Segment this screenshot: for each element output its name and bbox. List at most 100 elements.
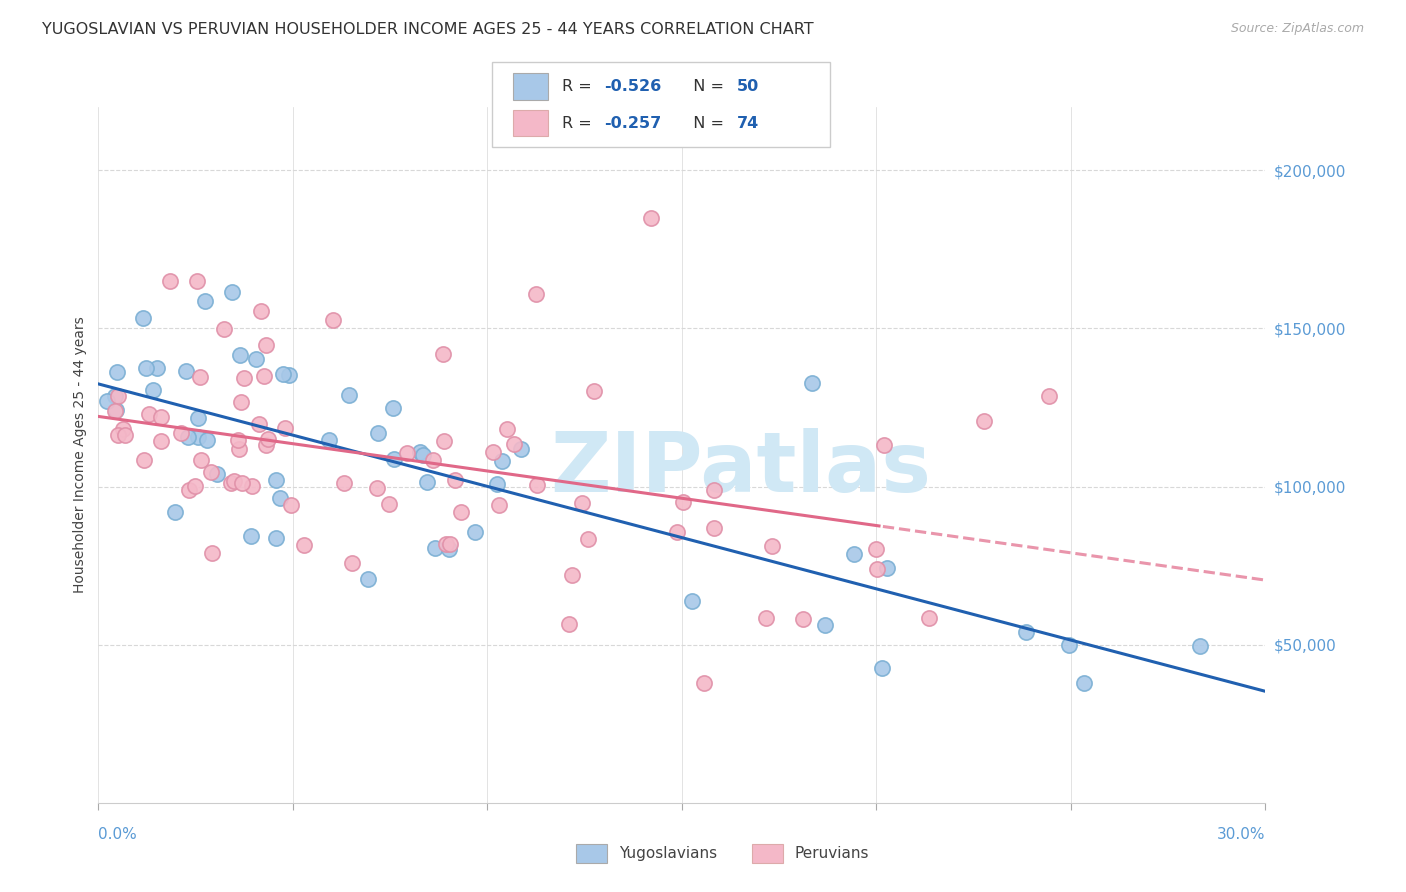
Point: [333, 475, 356, 490]
Text: ZIPatlas: ZIPatlas: [550, 428, 931, 509]
Point: [170, 426, 193, 441]
Point: [240, 478, 263, 492]
Point: [264, 531, 287, 545]
Point: [693, 675, 716, 690]
Point: [107, 388, 129, 402]
Point: [495, 422, 517, 436]
Point: [195, 433, 218, 447]
Point: [150, 409, 173, 424]
Point: [186, 274, 208, 288]
Point: [105, 403, 128, 417]
Point: [844, 547, 866, 561]
Point: [231, 475, 253, 490]
Point: [917, 611, 939, 625]
Text: -0.257: -0.257: [605, 116, 662, 130]
Point: [488, 498, 510, 512]
Point: [703, 483, 725, 497]
Point: [340, 556, 363, 570]
Point: [229, 395, 252, 409]
Point: [1188, 639, 1211, 653]
Point: [257, 433, 280, 447]
Text: 30.0%: 30.0%: [1218, 827, 1265, 841]
Point: [187, 430, 209, 444]
Point: [1073, 675, 1095, 690]
Point: [432, 347, 454, 361]
Point: [1057, 638, 1080, 652]
Point: [439, 537, 461, 551]
Point: [105, 366, 128, 380]
Point: [561, 568, 583, 582]
Point: [229, 348, 252, 362]
Text: N =: N =: [683, 79, 730, 94]
Point: [114, 428, 136, 442]
Point: [425, 541, 447, 556]
Point: [526, 477, 548, 491]
Point: [111, 422, 134, 436]
Point: [801, 376, 824, 390]
Point: [640, 211, 662, 225]
Point: [103, 404, 125, 418]
Point: [866, 562, 889, 576]
Point: [264, 473, 287, 487]
Point: [491, 454, 513, 468]
Point: [486, 477, 509, 491]
Point: [253, 368, 276, 383]
Point: [876, 561, 898, 575]
Point: [233, 371, 256, 385]
Point: [190, 453, 212, 467]
Point: [444, 473, 467, 487]
Text: Yugoslavians: Yugoslavians: [619, 847, 717, 861]
Point: [142, 383, 165, 397]
Point: [107, 428, 129, 442]
Point: [146, 361, 169, 376]
Point: [973, 414, 995, 428]
Point: [318, 433, 340, 447]
Point: [422, 453, 444, 467]
Point: [247, 417, 270, 432]
Point: [873, 438, 896, 452]
Text: YUGOSLAVIAN VS PERUVIAN HOUSEHOLDER INCOME AGES 25 - 44 YEARS CORRELATION CHART: YUGOSLAVIAN VS PERUVIAN HOUSEHOLDER INCO…: [42, 22, 814, 37]
Point: [1014, 624, 1036, 639]
Point: [150, 434, 173, 449]
Point: [1038, 389, 1060, 403]
Point: [226, 433, 249, 447]
Text: R =: R =: [562, 116, 598, 130]
Point: [254, 337, 277, 351]
Point: [159, 274, 181, 288]
Point: [510, 442, 533, 456]
Point: [576, 532, 599, 546]
Point: [294, 538, 316, 552]
Point: [558, 616, 581, 631]
Point: [582, 384, 605, 399]
Point: [273, 367, 295, 381]
Point: [177, 483, 200, 497]
Point: [503, 437, 526, 451]
Point: [163, 506, 186, 520]
Point: [433, 434, 456, 449]
Text: 0.0%: 0.0%: [98, 827, 138, 841]
Point: [200, 465, 222, 479]
Point: [872, 661, 894, 675]
Point: [437, 542, 460, 557]
Point: [434, 537, 457, 551]
Point: [672, 495, 695, 509]
Point: [221, 285, 243, 299]
Point: [190, 370, 212, 384]
Point: [277, 368, 299, 382]
Text: 74: 74: [737, 116, 759, 130]
Point: [254, 438, 277, 452]
Point: [703, 521, 725, 535]
Point: [464, 525, 486, 540]
Point: [194, 294, 217, 309]
Point: [104, 389, 127, 403]
Point: [228, 442, 250, 457]
Point: [245, 351, 267, 366]
Point: [250, 303, 273, 318]
Text: R =: R =: [562, 79, 598, 94]
Point: [415, 475, 437, 490]
Point: [792, 612, 814, 626]
Point: [205, 467, 228, 482]
Point: [201, 546, 224, 560]
Point: [138, 407, 160, 421]
Y-axis label: Householder Income Ages 25 - 44 years: Householder Income Ages 25 - 44 years: [73, 317, 87, 593]
